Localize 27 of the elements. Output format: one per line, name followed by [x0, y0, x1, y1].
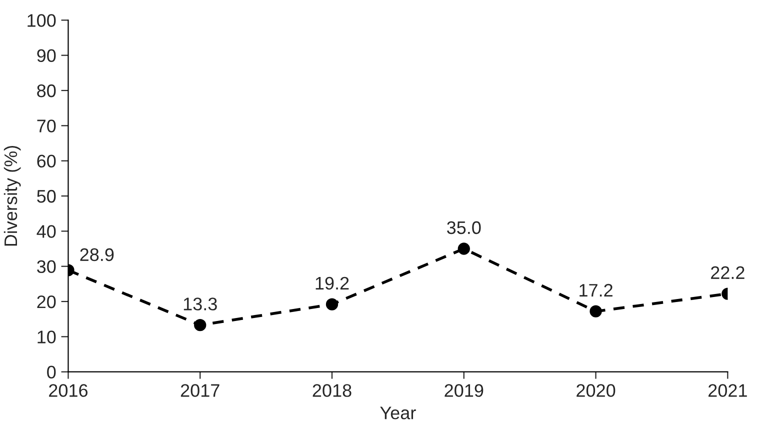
y-tick-label: 20 — [37, 295, 56, 308]
x-tick-label: 2021 — [708, 384, 747, 397]
x-tick-label: 2020 — [576, 384, 616, 397]
text: 28.9 — [80, 248, 114, 262]
y-tick-label: 50 — [37, 190, 56, 203]
text: 19.2 — [316, 276, 349, 290]
x-tick-label: 2016 — [49, 384, 88, 397]
y-tick-label: 30 — [37, 260, 56, 274]
y-axis-title: Diversity (%) — [4, 146, 21, 246]
text: 13.3 — [184, 298, 217, 310]
y-tick-label: 70 — [37, 120, 56, 132]
y-tick-label: 90 — [37, 49, 56, 62]
y-tick-label: 10 — [38, 330, 56, 344]
y-tick-label: 100 — [28, 14, 56, 27]
y-tick-label: 0 — [47, 366, 56, 379]
y-tick-label: 40 — [36, 225, 56, 238]
x-axis-title: Year — [380, 406, 416, 420]
y-tick-label: 60 — [37, 154, 56, 168]
point — [326, 298, 338, 310]
x-tick-label: 2018 — [312, 384, 352, 397]
text: 17.2 — [580, 284, 612, 296]
point — [458, 242, 470, 255]
y-tick-label: 80 — [37, 84, 56, 98]
x-tick-label: 2019 — [444, 384, 484, 397]
text: 35.0 — [447, 221, 481, 234]
x-tick-label: 2017 — [180, 384, 220, 397]
text: 22.2 — [711, 266, 744, 279]
